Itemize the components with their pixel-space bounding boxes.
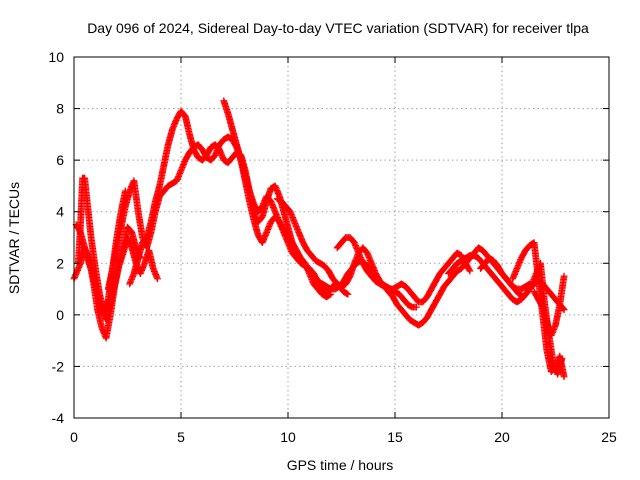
y-tick-label: -4 xyxy=(52,410,65,426)
data-point xyxy=(466,267,474,275)
series-11 xyxy=(509,239,568,381)
series-12 xyxy=(530,272,568,339)
y-tick-labels: -4 -2 0 2 4 6 8 10 xyxy=(48,49,64,426)
x-axis-label: GPS time / hours xyxy=(287,457,394,473)
x-tick-label: 25 xyxy=(601,429,617,445)
y-tick-label: 10 xyxy=(48,49,64,65)
x-tick-label: 15 xyxy=(387,429,403,445)
y-tick-label: 4 xyxy=(56,204,64,220)
series-6 xyxy=(220,97,420,311)
y-tick-label: 6 xyxy=(56,152,64,168)
series-10 xyxy=(477,254,566,378)
x-tick-labels: 0 5 10 15 20 25 xyxy=(70,429,617,445)
data-point xyxy=(344,290,352,298)
plot-frame xyxy=(73,56,610,419)
y-tick-label: 0 xyxy=(56,307,64,323)
data-marks xyxy=(70,97,568,381)
y-tick-label: -2 xyxy=(52,358,65,374)
data-point xyxy=(560,272,568,280)
x-tick-label: 10 xyxy=(280,429,296,445)
data-point xyxy=(465,266,473,274)
x-tick-label: 0 xyxy=(70,429,78,445)
y-tick-label: 8 xyxy=(56,101,64,117)
x-tick-label: 5 xyxy=(177,429,185,445)
data-point xyxy=(154,275,161,283)
axis-ticks xyxy=(73,56,610,419)
grid xyxy=(74,57,609,418)
y-axis-label: SDTVAR / TECUs xyxy=(6,182,22,294)
data-point xyxy=(560,373,568,381)
x-tick-label: 20 xyxy=(494,429,510,445)
data-point xyxy=(560,306,568,314)
y-tick-label: 2 xyxy=(56,255,64,271)
chart-title: Day 096 of 2024, Sidereal Day-to-day VTE… xyxy=(87,20,589,36)
data-point xyxy=(413,303,420,311)
